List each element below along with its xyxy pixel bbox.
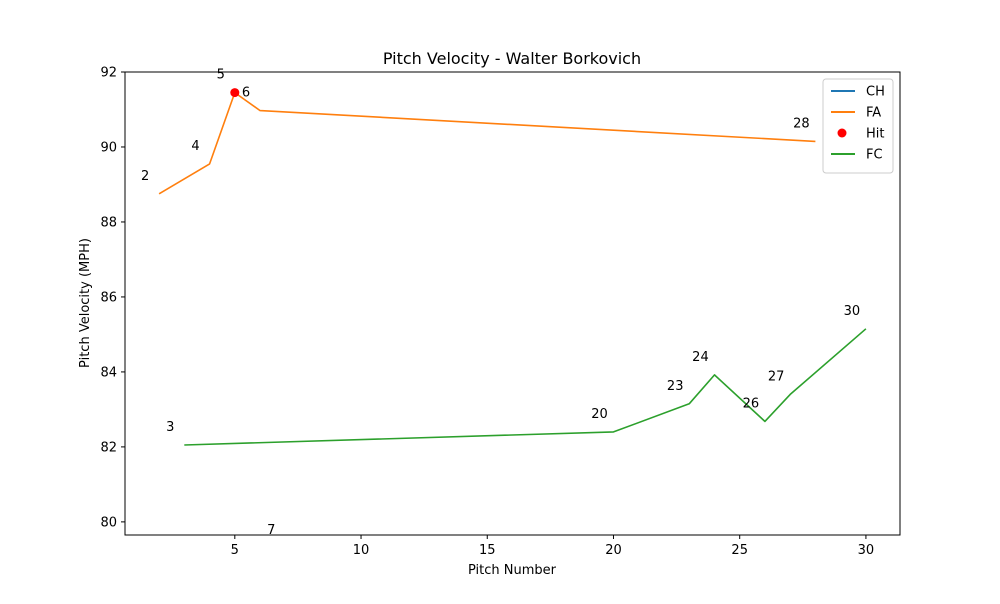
pitch-number-label: 26 <box>743 396 760 411</box>
axes-frame <box>124 71 901 536</box>
x-axis-label: Pitch Number <box>468 563 557 578</box>
x-tick-label: 5 <box>231 543 239 558</box>
legend-marker-hit <box>837 128 847 138</box>
pitch-number-label: 3 <box>166 420 174 435</box>
y-tick-label: 88 <box>100 215 117 230</box>
x-tick-label: 25 <box>731 543 748 558</box>
pitch-number-label: 6 <box>242 86 250 101</box>
legend-box <box>822 78 894 174</box>
pitch-number-label: 30 <box>844 304 861 319</box>
chart-title: Pitch Velocity - Walter Borkovich <box>383 49 641 68</box>
x-tick-label: 15 <box>479 543 496 558</box>
pitch-number-label: 5 <box>217 68 225 83</box>
x-tick-label: 30 <box>858 543 875 558</box>
pitch-number-label: 7 <box>267 523 275 538</box>
y-axis-label: Pitch Velocity (MPH) <box>78 238 93 368</box>
legend-label-ch: CH <box>866 85 885 100</box>
y-tick-label: 90 <box>100 140 117 155</box>
series-line-fc <box>184 328 867 446</box>
y-tick-label: 92 <box>100 66 117 81</box>
pitch-number-label: 23 <box>667 379 684 394</box>
x-tick-label: 20 <box>605 543 622 558</box>
pitch-number-label: 20 <box>591 407 608 422</box>
y-tick-label: 80 <box>100 515 117 530</box>
hit-marker <box>230 88 240 98</box>
y-tick-label: 84 <box>100 365 117 380</box>
pitch-number-label: 4 <box>191 139 199 154</box>
x-tick-label: 10 <box>353 543 370 558</box>
y-tick-label: 82 <box>100 440 117 455</box>
pitch-number-label: 2 <box>141 169 149 184</box>
legend-label-fc: FC <box>866 148 883 163</box>
pitch-number-label: 28 <box>793 116 810 131</box>
legend-label-fa: FA <box>866 106 881 121</box>
legend-label-hit: Hit <box>866 127 884 142</box>
pitch-number-label: 24 <box>692 350 709 365</box>
series-line-fa <box>158 91 816 195</box>
pitch-number-label: 27 <box>768 369 785 384</box>
data-marks <box>158 88 867 446</box>
y-tick-label: 86 <box>100 290 117 305</box>
legend: CH FA Hit FC <box>822 78 894 174</box>
